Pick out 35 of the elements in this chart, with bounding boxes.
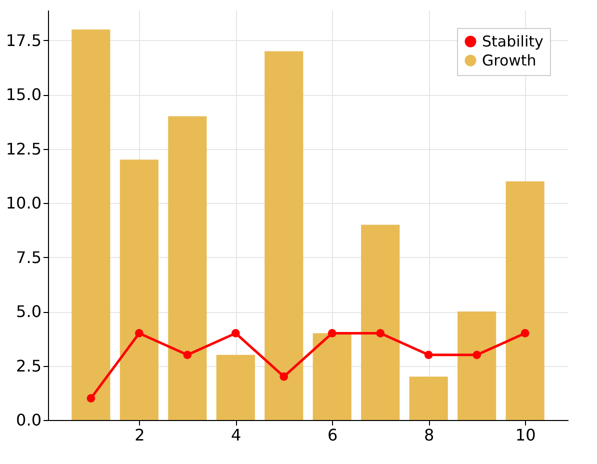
y-tick-label: 12.5 [6, 139, 42, 158]
point [86, 394, 96, 402]
point [424, 350, 433, 360]
bar [361, 224, 400, 420]
bar [120, 160, 158, 420]
legend-label: Growth [482, 52, 536, 70]
x-tick-label: 6 [328, 426, 338, 444]
x-tick-label: 8 [424, 426, 434, 444]
y-tick-label: 15.0 [6, 85, 42, 104]
x-tick-label: 10 [515, 426, 536, 444]
y-tick-label: 17.5 [6, 30, 42, 50]
point [376, 329, 385, 338]
point [328, 329, 336, 338]
x-tick-label: 2 [134, 426, 145, 444]
point [231, 329, 240, 338]
point [520, 329, 530, 338]
bar [312, 333, 352, 420]
bar [168, 116, 207, 420]
bar [506, 181, 544, 420]
y-tick-label: 10.0 [6, 194, 42, 213]
y-tick-label: 7.5 [16, 248, 42, 267]
point [472, 350, 482, 360]
bar [72, 30, 110, 420]
y-tick-label: 2.5 [16, 356, 42, 376]
point [280, 372, 288, 381]
legend-label: Stability [482, 32, 544, 50]
bar [458, 312, 496, 420]
y-tick-label: 5.0 [16, 302, 42, 322]
bar [216, 354, 255, 420]
bar [409, 376, 448, 420]
y-tick-label: 0.0 [16, 410, 42, 430]
bar [264, 51, 304, 420]
point [183, 350, 192, 360]
point [134, 329, 144, 338]
x-tick-label: 4 [231, 426, 242, 444]
